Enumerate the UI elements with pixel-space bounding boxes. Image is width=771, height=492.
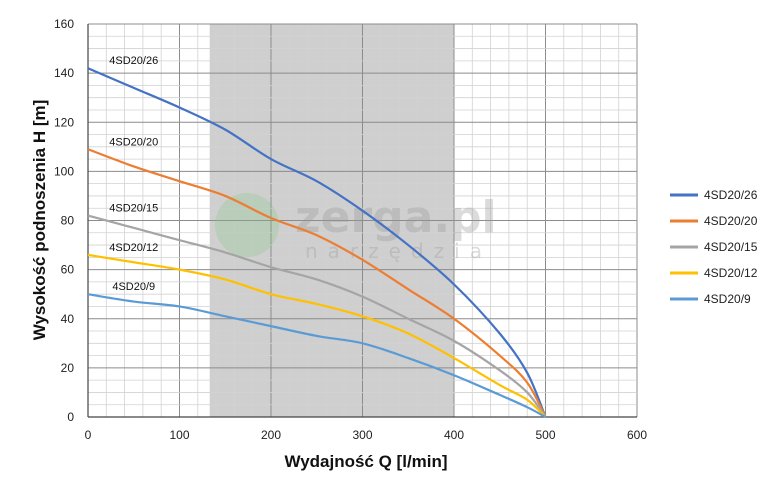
x-tick-label: 400 <box>444 428 464 442</box>
series-line <box>87 148 547 418</box>
x-tick-label: 500 <box>535 428 555 442</box>
legend-label: 4SD20/26 <box>704 188 758 202</box>
series-lines <box>87 67 547 418</box>
y-tick-label: 100 <box>54 164 74 178</box>
watermark-logo <box>215 193 279 257</box>
series-inline-label: 4SD20/9 <box>112 281 155 293</box>
legend-label: 4SD20/15 <box>704 240 758 254</box>
x-axis-title: Wydajność Q [l/min] <box>284 452 447 471</box>
legend: 4SD20/26 4SD20/20 4SD20/15 4SD20/12 4SD20/9 <box>670 188 758 306</box>
x-tick-label: 100 <box>169 428 189 442</box>
y-tick-label: 0 <box>67 410 74 424</box>
series-line <box>87 293 547 418</box>
y-tick-label: 160 <box>54 17 74 31</box>
x-tick-label: 0 <box>85 428 92 442</box>
series-line <box>87 214 547 418</box>
grid <box>87 23 638 418</box>
x-tick-label: 200 <box>261 428 281 442</box>
watermark: zerga.pl narzędzia <box>215 192 497 263</box>
series-inline-label: 4SD20/12 <box>109 242 158 254</box>
series-inline-label: 4SD20/15 <box>109 203 158 215</box>
y-tick-label: 60 <box>61 263 75 277</box>
series-inline-label: 4SD20/26 <box>109 55 158 67</box>
y-tick-label: 20 <box>61 361 75 375</box>
series-inline-label: 4SD20/20 <box>109 136 158 148</box>
y-tick-label: 140 <box>54 66 74 80</box>
x-tick-label: 600 <box>627 428 647 442</box>
y-tick-label: 80 <box>61 214 75 228</box>
series-line <box>87 253 547 418</box>
y-axis-title: Wysokość podnoszenia H [m] <box>30 100 49 341</box>
inline-labels: 4SD20/26 4SD20/20 4SD20/15 4SD20/12 4SD20/9 <box>109 55 158 293</box>
legend-label: 4SD20/9 <box>704 292 751 306</box>
legend-label: 4SD20/12 <box>704 266 758 280</box>
legend-label: 4SD20/20 <box>704 214 758 228</box>
x-tick-label: 300 <box>352 428 372 442</box>
y-tick-label: 40 <box>61 312 75 326</box>
series-line <box>87 67 547 418</box>
y-tick-label: 120 <box>54 115 74 129</box>
